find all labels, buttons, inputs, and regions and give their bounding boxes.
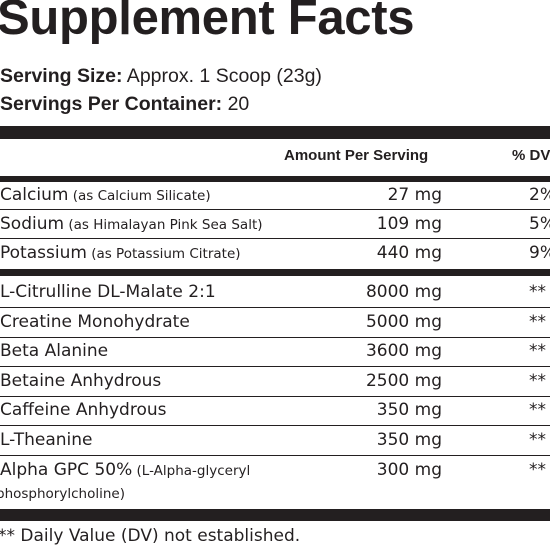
row-divider xyxy=(0,455,550,456)
ingredient-name: Betaine Anhydrous xyxy=(0,371,162,391)
ingredient-amount: 109 mg xyxy=(376,214,442,234)
ingredient-name: Alpha GPC 50% (L-Alpha-glyceryl xyxy=(0,460,251,480)
ingredient-dv: 9% xyxy=(529,243,550,263)
supplement-facts-title: Supplement Facts xyxy=(0,0,415,45)
ingredient-dv: 2% xyxy=(529,185,550,205)
ingredient-source-continued: phosphorylcholine) xyxy=(0,486,125,502)
servings-per-container-value: 20 xyxy=(222,93,250,115)
ingredient-amount: 300 mg xyxy=(376,460,442,480)
row-divider xyxy=(0,366,550,367)
ingredient-amount: 2500 mg xyxy=(365,371,442,391)
ingredient-amount: 8000 mg xyxy=(365,282,442,302)
ingredient-name: Calcium (as Calcium Silicate) xyxy=(0,185,211,205)
ingredient-dv: ** xyxy=(529,430,546,450)
ingredient-dv: ** xyxy=(529,400,546,420)
ingredient-name: Creatine Monohydrate xyxy=(0,312,190,332)
servings-per-container: Servings Per Container: 20 xyxy=(0,93,250,115)
amount-per-serving-header: Amount Per Serving xyxy=(284,147,429,164)
ingredient-name: Caffeine Anhydrous xyxy=(0,400,167,420)
serving-size-value: Approx. 1 Scoop (23g) xyxy=(122,65,322,87)
ingredient-amount: 27 mg xyxy=(387,185,442,205)
ingredient-amount: 350 mg xyxy=(376,430,442,450)
footnote: ** Daily Value (DV) not established. xyxy=(0,526,301,546)
ingredient-dv: ** xyxy=(529,460,546,480)
ingredient-amount: 440 mg xyxy=(376,243,442,263)
ingredient-name: L-Citrulline DL-Malate 2:1 xyxy=(0,282,216,302)
row-divider xyxy=(0,209,550,210)
ingredient-name: Sodium (as Himalayan Pink Sea Salt) xyxy=(0,214,263,234)
row-divider xyxy=(0,396,550,397)
ingredient-amount: 5000 mg xyxy=(365,312,442,332)
ingredient-amount: 3600 mg xyxy=(365,341,442,361)
row-divider xyxy=(0,337,550,338)
header-rule xyxy=(0,176,550,182)
servings-per-container-label: Servings Per Container: xyxy=(0,93,223,115)
ingredient-name: Beta Alanine xyxy=(0,341,109,361)
row-divider xyxy=(0,238,550,239)
row-divider xyxy=(0,307,550,308)
top-thick-rule xyxy=(0,126,550,139)
ingredient-dv: ** xyxy=(529,282,546,302)
serving-size-label: Serving Size: xyxy=(0,65,123,87)
ingredient-dv: ** xyxy=(529,341,546,361)
daily-value-header: % DV xyxy=(512,147,550,164)
serving-size: Serving Size: Approx. 1 Scoop (23g) xyxy=(0,65,322,87)
ingredient-dv: 5% xyxy=(529,214,550,234)
ingredient-name: L-Theanine xyxy=(0,430,93,450)
bottom-thick-rule xyxy=(0,509,550,521)
ingredient-dv: ** xyxy=(529,371,546,391)
row-divider xyxy=(0,425,550,426)
ingredient-dv: ** xyxy=(529,312,546,332)
ingredient-name: Potassium (as Potassium Citrate) xyxy=(0,243,241,263)
ingredient-amount: 350 mg xyxy=(376,400,442,420)
section-thick-rule xyxy=(0,269,550,276)
